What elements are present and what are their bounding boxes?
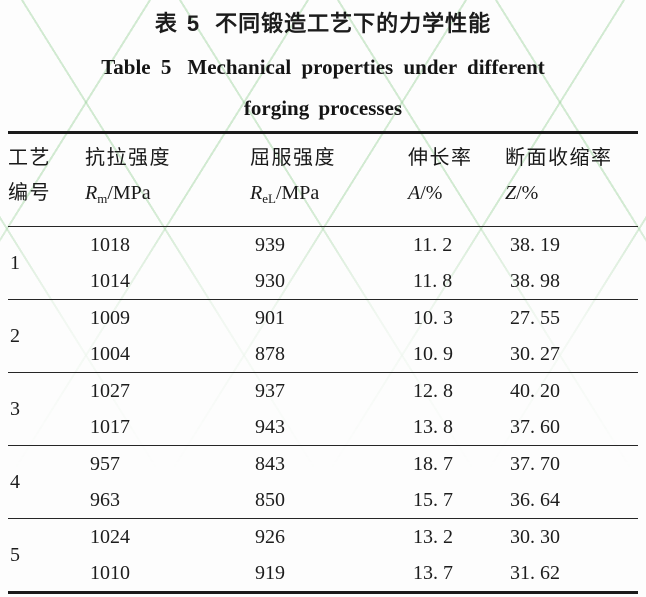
table-cell: 11. 8: [413, 269, 453, 292]
table-row: 1004 878 10. 9 30. 27: [8, 336, 638, 373]
caption-zh: 表 5 不同锻造工艺下的力学性能: [0, 6, 646, 38]
caption-zh-label: 表 5: [154, 11, 202, 36]
table-cell: 926: [250, 518, 408, 555]
table-cell: 1010: [90, 561, 130, 584]
table-cell: 878: [255, 342, 285, 365]
header-yield-strength: 屈服强度 ReL/MPa: [250, 132, 408, 227]
table-cell: 937: [250, 372, 408, 409]
table-cell: 18. 7: [408, 445, 505, 482]
table-cell: 38. 98: [510, 269, 560, 292]
table-cell: 13. 7: [413, 561, 453, 584]
table-cell: 957: [85, 445, 250, 482]
table-cell: 30. 30: [505, 518, 638, 555]
header-process: 工艺 编号: [8, 132, 85, 227]
symbol-ReL: R: [250, 182, 263, 204]
header-tensile-strength: 抗拉强度 Rm/MPa: [85, 132, 250, 227]
table-cell: 12. 8: [408, 372, 505, 409]
process-number: 3: [8, 372, 85, 446]
table-cell: 13. 2: [408, 518, 505, 555]
table-cell: 1004: [90, 342, 130, 365]
table-row: 5 1024 926 13. 2 30. 30: [8, 518, 638, 593]
table-row: 1014 930 11. 8 38. 98: [8, 263, 638, 300]
table-cell: 37. 60: [510, 415, 560, 438]
table-cell: 38. 19: [510, 233, 560, 256]
table-cell: 10. 9: [413, 342, 453, 365]
table-cell: 1014: [90, 269, 130, 292]
table-cell: 943: [255, 415, 285, 438]
table-cell: 843: [250, 445, 408, 482]
table-cell: 1009: [85, 299, 250, 336]
caption-en-line2: forging processes: [243, 96, 403, 120]
mechanical-properties-table: 工艺 编号 抗拉强度 Rm/MPa 屈服强度 ReL/MPa 伸长率 A/%: [8, 131, 638, 594]
symbol-Z: Z: [505, 182, 517, 204]
table-cell: 1027: [85, 372, 250, 409]
process-number: 5: [8, 518, 85, 593]
table-row: 3 1027 937 12. 8 40. 20: [8, 372, 638, 446]
table-row: 2 1009 901 10. 3 27. 55: [8, 299, 638, 373]
table-cell: 13. 8: [413, 415, 453, 438]
table-cell: 30. 27: [510, 342, 560, 365]
table-cell: 31. 62: [510, 561, 560, 584]
table-cell: 37. 70: [505, 445, 638, 482]
table-row: 963 850 15. 7 36. 64: [8, 482, 638, 519]
header-reduction-of-area: 断面收缩率 Z/%: [505, 132, 638, 227]
caption-en-line1: Table 5 Mechanical properties under diffe…: [0, 55, 646, 80]
table-body: 1 1018 939 11. 2 38. 19 1014 930 11. 8 38. 98 2 10…: [8, 227, 638, 593]
table-cell: 27. 55: [505, 299, 638, 336]
process-number: 1: [10, 251, 20, 274]
caption-en-text: Mechanical properties under different: [187, 55, 545, 79]
table-row: 4 957 843 18. 7 37. 70: [8, 445, 638, 519]
table-cell: 930: [255, 269, 285, 292]
table-cell: 1017: [90, 415, 130, 438]
table-row: 1 1018 939 11. 2 38. 19: [8, 227, 638, 274]
table-cell: 11. 2: [413, 233, 453, 256]
table-cell: 919: [255, 561, 285, 584]
table-cell: 939: [255, 233, 285, 256]
table-header: 工艺 编号 抗拉强度 Rm/MPa 屈服强度 ReL/MPa 伸长率 A/%: [8, 132, 638, 227]
symbol-Rm: R: [85, 182, 98, 204]
table-cell: 36. 64: [510, 488, 560, 511]
process-number: 4: [8, 445, 85, 519]
table-cell: 963: [90, 488, 120, 511]
table-cell: 15. 7: [413, 488, 453, 511]
table-cell: 850: [255, 488, 285, 511]
symbol-A: A: [408, 182, 421, 204]
table-cell: 1024: [85, 518, 250, 555]
caption-en-label: Table 5: [101, 55, 172, 79]
table-row: 1017 943 13. 8 37. 60: [8, 409, 638, 446]
table-area: 工艺 编号 抗拉强度 Rm/MPa 屈服强度 ReL/MPa 伸长率 A/%: [8, 131, 638, 594]
caption-zh-text: 不同锻造工艺下的力学性能: [215, 11, 492, 36]
process-number: 2: [8, 299, 85, 373]
table-cell: 901: [250, 299, 408, 336]
table-row: 1010 919 13. 7 31. 62: [8, 555, 638, 593]
table-cell: 40. 20: [505, 372, 638, 409]
table-captions: 表 5 不同锻造工艺下的力学性能 Table 5 Mechanical proper…: [0, 6, 646, 121]
table-cell: 1018: [90, 233, 130, 256]
table-cell: 10. 3: [408, 299, 505, 336]
header-elongation: 伸长率 A/%: [408, 132, 505, 227]
